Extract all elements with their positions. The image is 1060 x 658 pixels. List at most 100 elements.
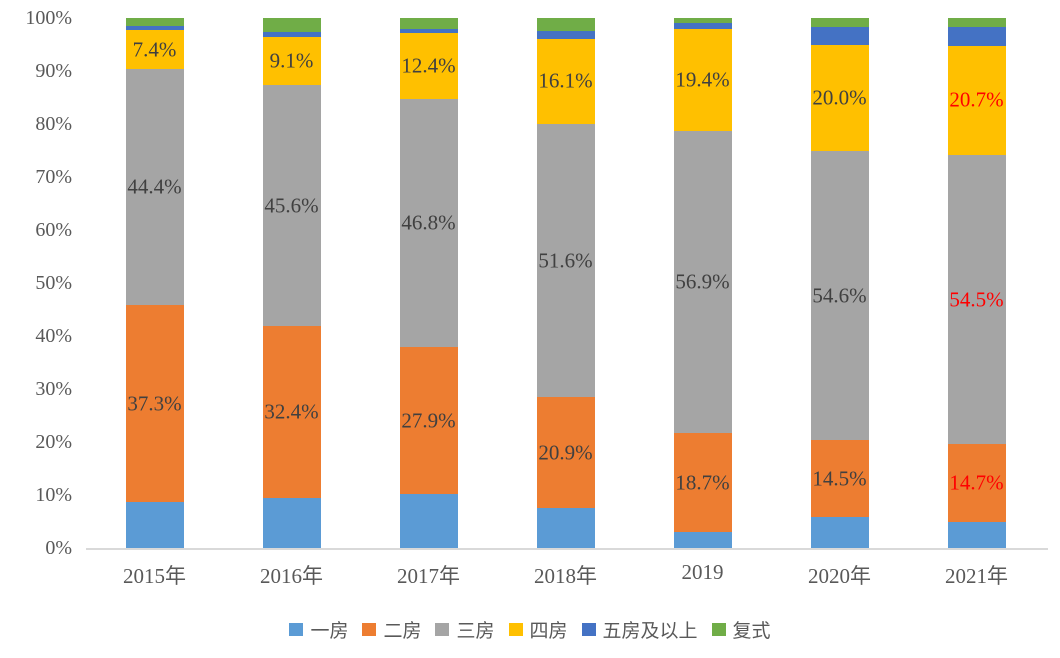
data-label: 7.4%: [132, 37, 177, 62]
bar-segment-复式: [673, 18, 732, 24]
bar-segment-一房: [673, 532, 732, 548]
bar-segment-一房: [125, 502, 184, 548]
bar-segment-复式: [262, 18, 321, 32]
bar-segment-四房: 7.4%: [125, 30, 184, 70]
y-axis-tick: 90%: [35, 60, 72, 82]
x-axis-tick: 2020年: [808, 564, 871, 588]
y-axis-tick: 80%: [35, 113, 72, 135]
bar-segment-三房: 46.8%: [399, 98, 458, 347]
bar-slot-2016年: 32.4% 45.6% 9.1%: [223, 18, 360, 548]
y-axis-tick: 10%: [35, 484, 72, 506]
bar-segment-三房: 45.6%: [262, 84, 321, 327]
data-label: 18.7%: [675, 470, 730, 495]
bar-segment-五房及以上: [536, 30, 595, 39]
data-label: 20.7%: [949, 87, 1004, 112]
legend-label: 五房及以上: [602, 620, 698, 642]
bar-slot-2017年: 27.9% 46.8% 12.4%: [360, 18, 497, 548]
stacked-bar: 27.9% 46.8% 12.4%: [399, 18, 458, 548]
bar-segment-二房: 32.4%: [262, 326, 321, 499]
data-label: 44.4%: [127, 174, 182, 199]
data-label: 20.0%: [812, 85, 867, 110]
bar-slot-2021年: 14.7% 54.5% 20.7%: [908, 18, 1045, 548]
data-label: 12.4%: [401, 53, 456, 78]
x-axis-line: [86, 548, 1048, 550]
bar-slot-2015年: 37.3% 44.4% 7.4%: [86, 18, 223, 548]
y-axis-tick: 40%: [35, 325, 72, 347]
legend-swatch-icon: [362, 622, 377, 636]
y-axis-tick: 0%: [45, 537, 72, 559]
legend-item-二房: 二房: [362, 616, 421, 643]
data-label: 27.9%: [401, 408, 456, 433]
x-axis-tick: 2015年: [123, 564, 186, 588]
bar-segment-复式: [810, 18, 869, 27]
x-axis-tick: 2018年: [534, 564, 597, 588]
bar-segment-四房: 20.0%: [810, 45, 869, 152]
stacked-bar: 14.5% 54.6% 20.0%: [810, 18, 869, 548]
legend-swatch-icon: [711, 622, 726, 636]
bar-segment-四房: 19.4%: [673, 28, 732, 132]
plot-area: 37.3% 44.4% 7.4% 32.4% 45.6% 9.1% 27.9% 46.8% 12…: [86, 18, 1046, 548]
data-label: 37.3%: [127, 391, 182, 416]
bar-segment-一房: [262, 498, 321, 548]
bar-segment-三房: 54.5%: [947, 155, 1006, 445]
data-label: 32.4%: [264, 399, 319, 424]
bar-segment-五房及以上: [673, 23, 732, 29]
y-axis-tick: 100%: [25, 7, 72, 29]
bar-segment-三房: 51.6%: [536, 124, 595, 398]
x-axis-tick: 2019: [681, 560, 724, 584]
stacked-bar: 37.3% 44.4% 7.4%: [125, 18, 184, 548]
legend-swatch-icon: [435, 622, 450, 636]
data-label: 20.9%: [538, 440, 593, 465]
bar-segment-复式: [125, 18, 184, 26]
bar-segment-四房: 20.7%: [947, 45, 1006, 156]
bar-segment-一房: [810, 517, 869, 548]
bar-segment-二房: 27.9%: [399, 346, 458, 495]
bar-segment-一房: [399, 494, 458, 548]
legend-item-三房: 三房: [435, 616, 495, 643]
data-label: 54.5%: [949, 287, 1004, 312]
bar-segment-二房: 14.5%: [810, 440, 869, 518]
bar-segment-四房: 16.1%: [536, 38, 595, 125]
bar-segment-三房: 54.6%: [810, 151, 869, 441]
legend-item-四房: 四房: [508, 616, 568, 643]
stacked-bar: 20.9% 51.6% 16.1%: [536, 18, 595, 548]
stacked-bar: 14.7% 54.5% 20.7%: [947, 18, 1006, 548]
y-axis-tick: 70%: [35, 166, 72, 188]
x-axis-tick: 2016年: [260, 564, 323, 588]
bar-segment-二房: 20.9%: [536, 397, 595, 509]
data-label: 45.6%: [264, 193, 319, 218]
data-label: 19.4%: [675, 67, 730, 92]
data-label: 54.6%: [812, 283, 867, 308]
bar-slot-2019: 18.7% 56.9% 19.4%: [634, 18, 771, 548]
bar-segment-二房: 14.7%: [947, 444, 1006, 523]
legend-label: 复式: [732, 620, 771, 642]
legend-item-一房: 一房: [289, 616, 348, 643]
bar-segment-复式: [947, 18, 1006, 28]
y-axis-tick: 20%: [35, 431, 72, 453]
data-label: 14.7%: [949, 470, 1004, 495]
legend-swatch-icon: [581, 622, 596, 636]
bar-segment-二房: 18.7%: [673, 433, 732, 533]
x-axis-tick: 2017年: [397, 564, 460, 588]
y-axis-tick: 30%: [35, 378, 72, 400]
legend-swatch-icon: [289, 622, 304, 636]
data-label: 9.1%: [269, 48, 314, 73]
bar-segment-四房: 9.1%: [262, 36, 321, 85]
x-axis: 2015年 2016年 2017年 2018年 2019 2020年 2021年: [86, 560, 1046, 590]
stacked-bar: 32.4% 45.6% 9.1%: [262, 18, 321, 548]
bar-segment-五房及以上: [399, 28, 458, 33]
legend-label: 一房: [310, 620, 349, 642]
data-label: 16.1%: [538, 68, 593, 93]
bar-segment-五房及以上: [947, 27, 1006, 46]
legend-label: 三房: [456, 620, 495, 642]
bar-segment-复式: [536, 18, 595, 31]
bar-segment-一房: [947, 522, 1006, 548]
bar-segment-五房及以上: [125, 25, 184, 31]
bar-segment-五房及以上: [262, 31, 321, 37]
data-label: 51.6%: [538, 248, 593, 273]
data-label: 46.8%: [401, 210, 456, 235]
data-label: 56.9%: [675, 269, 730, 294]
bar-slot-2018年: 20.9% 51.6% 16.1%: [497, 18, 634, 548]
legend-item-复式: 复式: [711, 616, 771, 643]
